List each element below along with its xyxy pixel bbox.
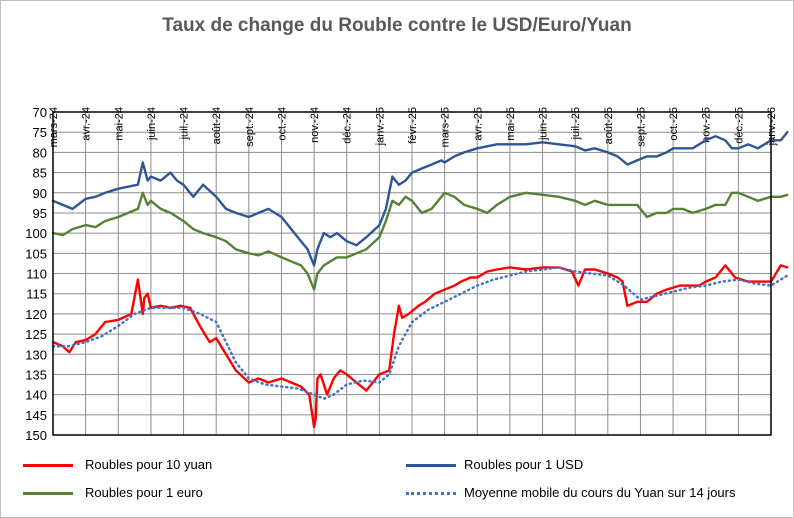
x-tick-label: juin-24: [146, 107, 158, 141]
y-tick-label: 100: [25, 226, 47, 241]
legend-swatch-moving-average: [406, 492, 456, 495]
x-tick-label: oct.-24: [276, 107, 288, 141]
legend-swatch-yuan: [23, 464, 73, 467]
y-tick-label: 125: [25, 327, 47, 342]
y-tick-label: 75: [33, 125, 47, 140]
legend-label-euro: Roubles pour 1 euro: [85, 485, 203, 500]
x-tick-label: mai-24: [113, 107, 125, 141]
x-tick-label: févr.-25: [407, 107, 419, 144]
x-tick-label: déc.-25: [733, 107, 745, 144]
x-tick-label: juil.-24: [179, 107, 191, 140]
x-axis-tick-labels: mars-24 avr.-24 mai-24 juin-24 juil.-24 août-…: [48, 107, 778, 147]
x-tick-label: avr.-24: [81, 107, 93, 141]
y-tick-label: 110: [26, 267, 47, 282]
legend-label-yuan: Roubles pour 10 yuan: [85, 457, 213, 472]
y-tick-label: 150: [25, 428, 47, 443]
y-axis-tick-labels: 70 75 80 85 90 95 100 105 110 115 120 125 130 135 140 1…: [25, 105, 47, 443]
x-tick-label: mai-25: [505, 107, 517, 141]
series-line-moving-average: [51, 266, 789, 400]
y-tick-label: 90: [33, 186, 47, 201]
plot-area-border: [52, 111, 772, 436]
x-tick-label: sept.-24: [244, 107, 256, 147]
series-line-usd: [51, 130, 789, 267]
chart-title: Taux de change du Rouble contre le USD/E…: [162, 15, 632, 36]
x-tick-label: nov.-25: [701, 107, 713, 143]
legend-label-moving-average: Moyenne mobile du cours du Yuan sur 14 j…: [464, 485, 736, 500]
x-tick-label: juil.-25: [570, 107, 582, 140]
y-tick-label: 140: [25, 388, 47, 403]
x-tick-label: août-25: [603, 107, 615, 144]
y-tick-label: 130: [25, 347, 47, 362]
legend-label-usd: Roubles pour 1 USD: [464, 457, 584, 472]
y-tick-label: 105: [25, 246, 47, 261]
y-tick-label: 95: [33, 206, 47, 221]
y-tick-label: 70: [33, 105, 47, 120]
x-tick-label: avr.-25: [472, 107, 484, 141]
x-tick-label: déc.-24: [342, 107, 354, 144]
x-tick-label: août-24: [211, 107, 223, 144]
x-tick-label: janv.-25: [374, 107, 386, 146]
y-tick-label: 145: [25, 408, 47, 423]
y-tick-label: 135: [25, 367, 47, 382]
x-tick-label: mars-25: [440, 107, 452, 147]
legend-swatch-euro: [23, 492, 73, 495]
y-tick-label: 80: [33, 145, 47, 160]
y-tick-label: 120: [25, 307, 47, 322]
x-tick-label: nov.-24: [309, 107, 321, 143]
x-tick-label: oct.-25: [668, 107, 680, 141]
x-tick-label: janv.-26: [766, 107, 778, 146]
legend-swatch-usd: [406, 464, 456, 467]
series-line-yuan: [51, 264, 789, 429]
x-tick-label: sept.-25: [635, 107, 647, 147]
y-tick-label: 85: [33, 166, 47, 181]
series-lines: [51, 130, 789, 429]
x-tick-label: mars-24: [48, 107, 60, 147]
grid-lines: [52, 111, 772, 436]
series-line-euro: [51, 191, 789, 291]
x-tick-label: juin-25: [538, 107, 550, 141]
y-tick-label: 115: [26, 287, 47, 302]
